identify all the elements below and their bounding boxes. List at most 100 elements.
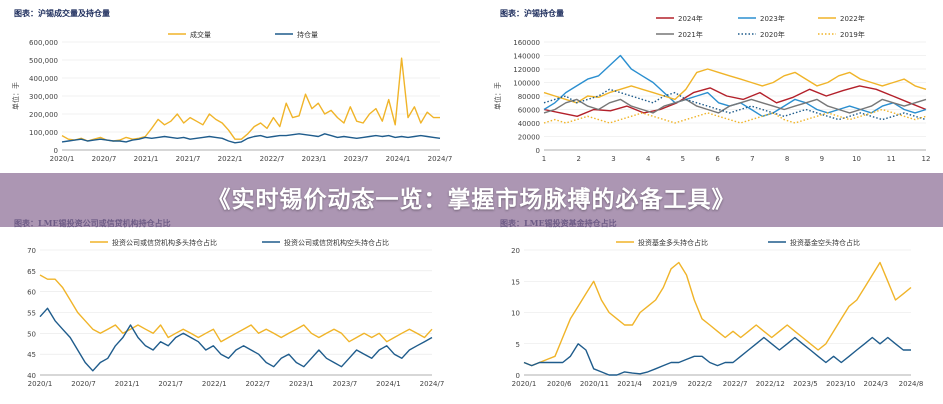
series-line bbox=[61, 57, 440, 142]
y-tick-label: 50 bbox=[27, 330, 36, 338]
y-tick-label: 65 bbox=[27, 268, 36, 276]
x-tick-label: 2022/1 bbox=[218, 155, 243, 163]
x-tick-label: 2021/1 bbox=[115, 380, 140, 388]
x-tick-label: 2020/1 bbox=[512, 380, 537, 388]
series-line bbox=[543, 98, 927, 114]
x-tick-label: 12 bbox=[922, 155, 931, 163]
y-tick-label: 0 bbox=[536, 147, 540, 155]
y-tick-label: 200,000 bbox=[29, 111, 58, 119]
y-tick-label: 300,000 bbox=[29, 93, 58, 101]
y-tick-label: 45 bbox=[27, 351, 36, 359]
y-tick-label: 55 bbox=[27, 310, 36, 318]
y-tick-label: 120000 bbox=[513, 66, 540, 74]
x-tick-label: 1 bbox=[542, 155, 546, 163]
legend-label: 2019年 bbox=[840, 30, 865, 39]
x-tick-label: 2024/1 bbox=[386, 155, 411, 163]
x-tick-label: 2022/1 bbox=[202, 380, 227, 388]
y-tick-label: 5 bbox=[516, 341, 520, 349]
x-tick-label: 2024/7 bbox=[420, 380, 445, 388]
chart-title: 图表：沪锡成交量及持仓量 bbox=[14, 8, 110, 18]
x-tick-label: 2024/3 bbox=[863, 380, 888, 388]
legend-label: 2021年 bbox=[678, 30, 703, 39]
legend-label: 2023年 bbox=[760, 14, 785, 23]
y-tick-label: 70 bbox=[27, 247, 36, 255]
y-axis-label: 单位：手 bbox=[11, 82, 20, 110]
x-tick-label: 2021/4 bbox=[617, 380, 642, 388]
series-line bbox=[543, 108, 927, 124]
x-tick-label: 2021/7 bbox=[158, 380, 183, 388]
legend-label: 成交量 bbox=[190, 30, 211, 39]
x-tick-label: 2020/1 bbox=[28, 380, 53, 388]
x-tick-label: 2022/2 bbox=[688, 380, 713, 388]
x-tick-label: 7 bbox=[750, 155, 754, 163]
series-line bbox=[39, 274, 433, 343]
y-tick-label: 400,000 bbox=[29, 75, 58, 83]
y-tick-label: 500,000 bbox=[29, 57, 58, 65]
y-tick-label: 100000 bbox=[513, 80, 540, 88]
banner-title: 《实时锡价动态一览：掌握市场脉搏的必备工具》 bbox=[207, 187, 736, 213]
legend-label: 2024年 bbox=[678, 14, 703, 23]
chart-panel-volume-oi: 图表：沪锡成交量及持仓量 0 100,000 200,000 300,000 400,0… bbox=[0, 0, 462, 185]
x-tick-label: 5 bbox=[681, 155, 685, 163]
x-tick-label: 9 bbox=[820, 155, 824, 163]
x-tick-label: 2024/1 bbox=[376, 380, 401, 388]
y-tick-label: 160000 bbox=[513, 39, 540, 47]
legend-label: 持仓量 bbox=[297, 30, 318, 39]
x-tick-label: 3 bbox=[611, 155, 615, 163]
chart-panel-lme-credit: 图表：LME锡投资公司或信贷机构持仓占比 404550556065702020/… bbox=[0, 212, 462, 400]
x-tick-label: 2020/1 bbox=[50, 155, 75, 163]
x-tick-label: 2021/1 bbox=[134, 155, 159, 163]
y-tick-label: 140000 bbox=[513, 53, 540, 61]
series-line bbox=[543, 85, 927, 118]
x-tick-label: 2024/7 bbox=[428, 155, 453, 163]
y-axis-label: 单位：手 bbox=[493, 82, 502, 110]
x-tick-label: 2020/6 bbox=[547, 380, 572, 388]
y-tick-label: 40000 bbox=[518, 120, 540, 128]
series-line bbox=[543, 68, 927, 104]
chart-panel-oi-by-year: 图表：沪锡持仓量 0 20000 40000 60000 80000 100000 1200… bbox=[486, 0, 943, 185]
y-tick-label: 20 bbox=[511, 247, 520, 255]
x-tick-label: 2023/10 bbox=[826, 380, 855, 388]
y-tick-label: 40 bbox=[27, 372, 36, 380]
chart-title: 图表：沪锡持仓量 bbox=[500, 8, 564, 18]
series-line bbox=[39, 307, 433, 372]
y-tick-label: 10 bbox=[511, 310, 520, 318]
legend-label: 投资基金空头持仓占比 bbox=[790, 238, 860, 247]
x-tick-label: 2023/7 bbox=[344, 155, 369, 163]
x-tick-label: 2021/7 bbox=[176, 155, 201, 163]
y-tick-label: 0 bbox=[516, 372, 520, 380]
chart-svg: 0 5 10 15 20 2020/1 2020/6 2020/11 2021/4 2021/9 2… bbox=[473, 238, 924, 388]
x-tick-label: 2024/8 bbox=[899, 380, 924, 388]
y-tick-label: 100,000 bbox=[29, 129, 58, 137]
x-tick-label: 2023/1 bbox=[302, 155, 327, 163]
y-tick-label: 20000 bbox=[518, 134, 540, 142]
chart-svg: 40 45 50 55 60 65 70 2020/1 2020/7 2021/1 2021/7 20… bbox=[27, 238, 445, 388]
x-tick-label: 6 bbox=[715, 155, 720, 163]
x-tick-label: 8 bbox=[785, 155, 789, 163]
legend-label: 投资基金多头持仓占比 bbox=[638, 238, 708, 247]
series-line bbox=[523, 336, 911, 376]
x-tick-label: 2023/5 bbox=[793, 380, 818, 388]
y-tick-label: 600,000 bbox=[29, 39, 58, 47]
x-tick-label: 2022/7 bbox=[260, 155, 285, 163]
x-tick-label: 2022/7 bbox=[245, 380, 270, 388]
x-tick-label: 2022/12 bbox=[756, 380, 785, 388]
y-tick-label: 80000 bbox=[518, 93, 540, 101]
legend-label: 投资公司或信贷机构空头持仓占比 bbox=[284, 238, 389, 247]
chart-svg: 0 100,000 200,000 300,000 400,000 500,000 600,… bbox=[11, 30, 453, 163]
y-tick-label: 60 bbox=[27, 289, 36, 297]
y-tick-label: 15 bbox=[511, 278, 520, 286]
chart-svg: 0 20000 40000 60000 80000 100000 120000 140000 1… bbox=[493, 14, 931, 163]
legend-label: 2022年 bbox=[840, 14, 865, 23]
x-tick-label: 2023/7 bbox=[333, 380, 358, 388]
x-tick-label: 2021/9 bbox=[652, 380, 677, 388]
x-tick-label: 4 bbox=[646, 155, 651, 163]
y-tick-label: 60000 bbox=[518, 107, 540, 115]
x-tick-label: 2 bbox=[576, 155, 580, 163]
x-tick-label: 11 bbox=[887, 155, 896, 163]
x-tick-label: 2020/7 bbox=[71, 380, 96, 388]
x-tick-label: 2023/1 bbox=[289, 380, 314, 388]
x-tick-label: 2022/7 bbox=[723, 380, 748, 388]
x-tick-label: 2020/7 bbox=[92, 155, 117, 163]
legend-label: 2020年 bbox=[760, 30, 785, 39]
